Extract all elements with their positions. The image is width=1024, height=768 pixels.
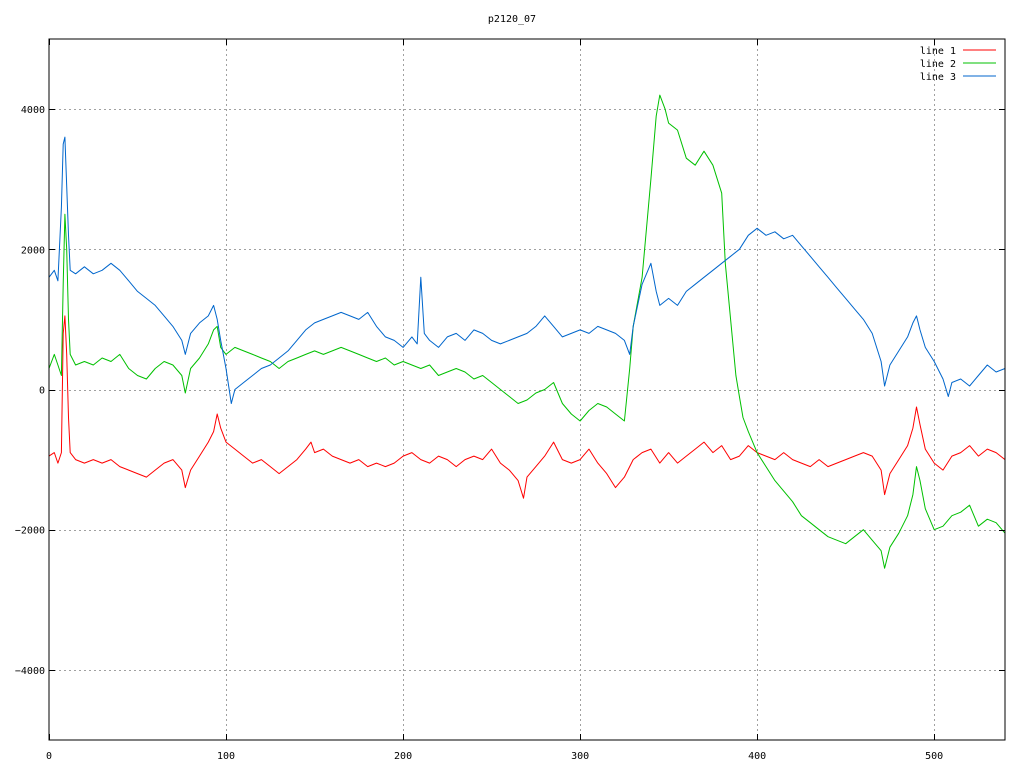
grid-lines: [49, 39, 1005, 740]
chart-title: p2120_07: [488, 14, 536, 25]
x-tick-label: 500: [925, 751, 943, 762]
legend: line 1 line 2 line 3: [920, 46, 996, 83]
legend-label-2: line 2: [920, 59, 956, 70]
x-tick-label: 300: [571, 751, 589, 762]
legend-label-1: line 1: [920, 46, 956, 57]
plot-frame: [48, 38, 1006, 741]
series-line-1: [48, 315, 1006, 499]
axis-ticks: 0 100 200 300 400 500 −4000 −2000 0 2000 4000: [15, 39, 1005, 762]
y-tick-label: 0: [39, 386, 45, 397]
series-line-3: [48, 136, 1006, 404]
series-group: [48, 94, 1006, 569]
x-tick-label: 200: [394, 751, 412, 762]
legend-label-3: line 3: [920, 72, 956, 83]
y-tick-label: −4000: [15, 666, 45, 677]
x-tick-label: 400: [748, 751, 766, 762]
y-tick-label: 2000: [21, 245, 45, 256]
y-tick-label: −2000: [15, 526, 45, 537]
x-tick-label: 0: [46, 751, 52, 762]
x-tick-label: 100: [217, 751, 235, 762]
y-tick-label: 4000: [21, 105, 45, 116]
series-line-2: [48, 94, 1006, 569]
